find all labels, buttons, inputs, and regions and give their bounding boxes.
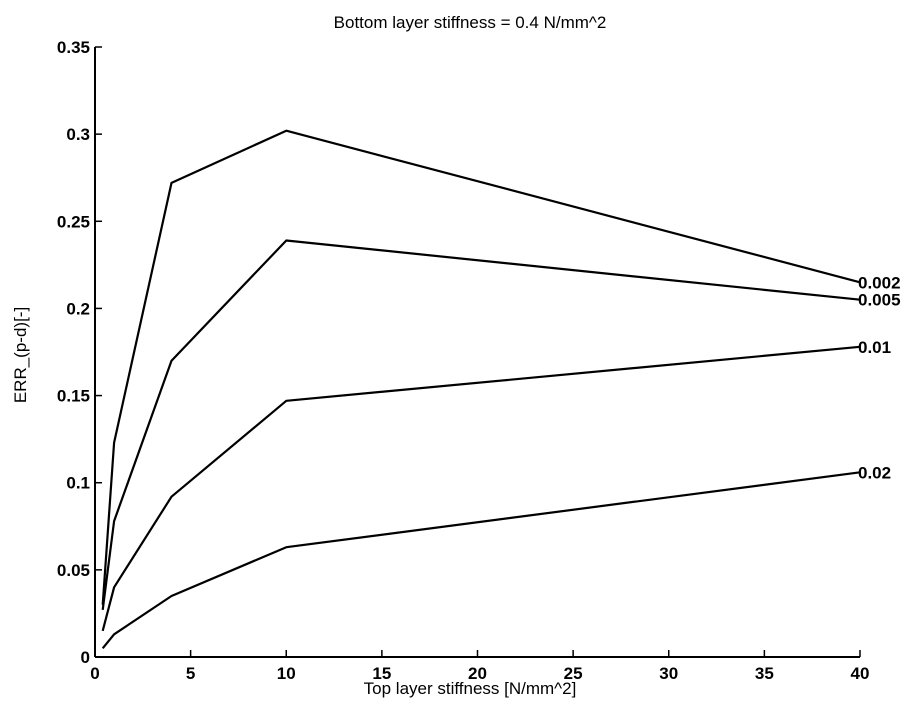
x-tick-label: 35: [755, 664, 774, 683]
series-line-0.005: [101, 239, 861, 611]
series-line-0.01: [101, 345, 861, 632]
chart-title: Bottom layer stiffness = 0.4 N/mm^2: [334, 13, 607, 32]
x-tick-label: 10: [277, 664, 296, 683]
x-tick-label: 15: [372, 664, 391, 683]
y-tick-label: 0.05: [57, 561, 90, 580]
x-axis-label: Top layer stiffness [N/mm^2]: [364, 679, 577, 698]
series-label-0.02: 0.02: [858, 463, 891, 482]
axes: 0 5 10 15 20 25 30 35 40 0 0.05 0.1 0.15 0.2 0.25 0.3 0.…: [57, 38, 870, 683]
series-label-0.005: 0.005: [858, 291, 901, 310]
y-tick-label: 0.35: [57, 38, 90, 57]
x-tick-label: 5: [186, 664, 195, 683]
series-line-0.002: [101, 129, 861, 605]
series-label-0.01: 0.01: [858, 338, 891, 357]
series-line-0.02: [101, 471, 861, 649]
y-tick-label: 0: [81, 648, 90, 667]
y-tick-label: 0.3: [66, 125, 90, 144]
y-axis-label: ERR_(p-d)[-]: [11, 307, 30, 403]
x-tick-label: 25: [564, 664, 583, 683]
series-label-0.002: 0.002: [858, 273, 901, 292]
y-tick-label: 0.2: [66, 299, 90, 318]
x-tick-label: 40: [851, 664, 870, 683]
y-tick-label: 0.1: [66, 474, 90, 493]
x-tick-label: 20: [468, 664, 487, 683]
y-tick-label: 0.25: [57, 212, 90, 231]
x-tick-label: 30: [659, 664, 678, 683]
x-tick-label: 0: [90, 664, 99, 683]
y-tick-label: 0.15: [57, 387, 90, 406]
